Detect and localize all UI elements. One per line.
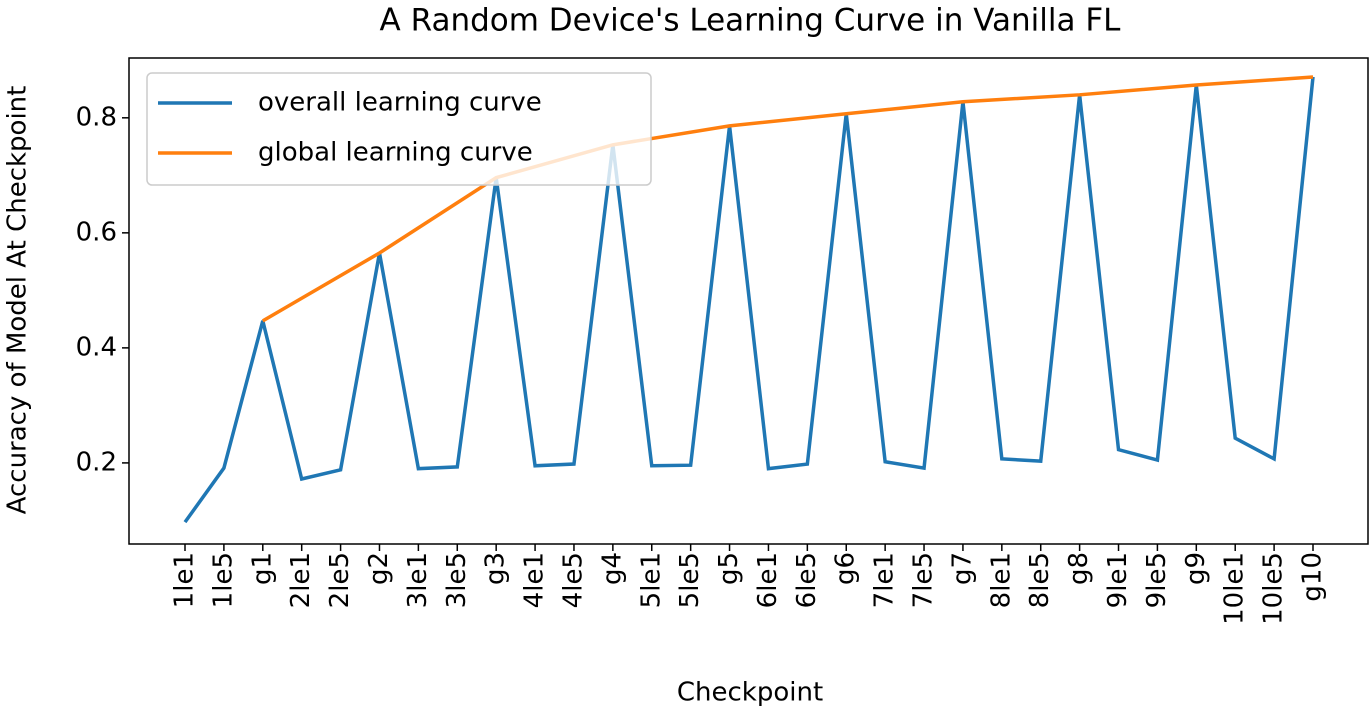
x-tick-label: 5le1	[636, 552, 666, 608]
x-tick-label: g1	[247, 552, 277, 585]
x-tick-label: g9	[1181, 552, 1211, 585]
legend-box	[146, 72, 652, 186]
y-tick-label: 0.2	[76, 447, 117, 477]
y-axis-label: Accuracy of Model At Checkpoint	[3, 86, 33, 515]
x-tick-label: 3le5	[442, 552, 472, 608]
series-line	[183, 76, 1315, 524]
x-tick-label: g6	[831, 552, 861, 585]
x-tick-label: 2le1	[286, 552, 316, 608]
x-tick-label: 2le5	[325, 552, 355, 608]
x-tick-label: 5le5	[675, 552, 705, 608]
x-axis-label: Checkpoint	[677, 678, 823, 708]
legend-label: global learning curve	[258, 138, 533, 168]
x-tick-label: 8le1	[986, 552, 1016, 608]
y-tick-label: 0.8	[76, 102, 117, 132]
legend-label: overall learning curve	[258, 88, 542, 118]
x-tick-label: 6le1	[753, 552, 783, 608]
x-tick-label: g4	[597, 552, 627, 585]
x-tick-label: 9le5	[1142, 552, 1172, 608]
x-tick-label: g8	[1064, 552, 1094, 585]
x-tick-label: 4le1	[520, 552, 550, 608]
x-tick-label: 1le1	[170, 552, 200, 608]
y-tick-label: 0.6	[76, 217, 117, 247]
x-tick-label: 10le1	[1220, 552, 1250, 625]
x-tick-label: 9le1	[1103, 552, 1133, 608]
x-tick-label: g7	[947, 552, 977, 585]
x-tick-label: g10	[1298, 552, 1328, 602]
x-tick-label: 8le5	[1025, 552, 1055, 608]
y-tick-label: 0.4	[76, 332, 117, 362]
plot-frame	[128, 57, 1369, 545]
x-tick-label: 7le5	[909, 552, 939, 608]
x-tick-label: 7le1	[870, 552, 900, 608]
x-tick-label: 6le5	[792, 552, 822, 608]
x-tick-label: g5	[714, 552, 744, 585]
x-tick-label: 10le5	[1259, 552, 1289, 625]
x-tick-label: 4le5	[558, 552, 588, 608]
x-tick-label: 3le1	[403, 552, 433, 608]
x-tick-label: g3	[481, 552, 511, 585]
x-tick-label: g2	[364, 552, 394, 585]
series-line	[261, 75, 1314, 323]
x-tick-label: 1le5	[208, 552, 238, 608]
chart-title: A Random Device's Learning Curve in Vani…	[380, 3, 1122, 39]
